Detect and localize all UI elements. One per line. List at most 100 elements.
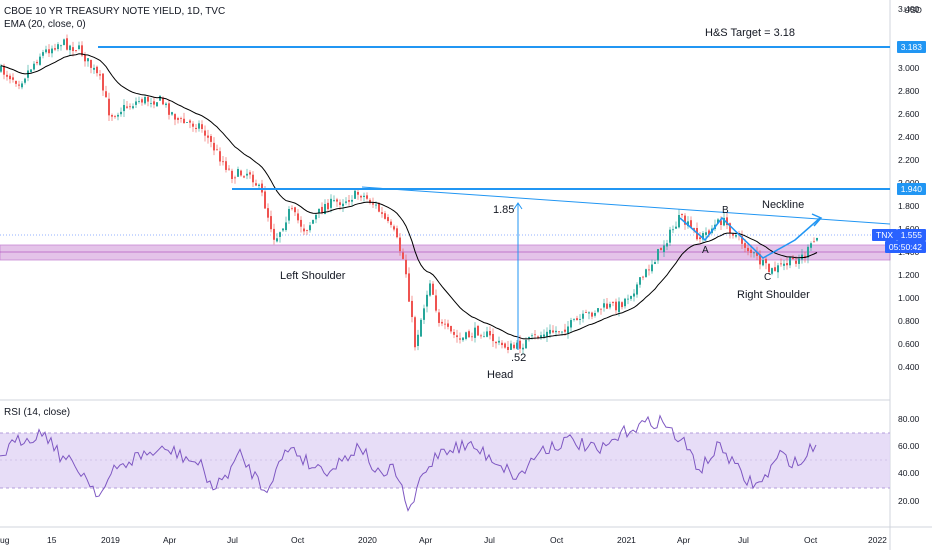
candle-body [513,344,515,349]
candle-body [699,237,701,240]
candle-body [282,228,284,231]
candle-body [312,219,314,224]
time-tick-label: 2021 [617,535,636,545]
candle-body [201,124,203,130]
candle-body [417,334,419,346]
candle-body [528,336,530,339]
candle-body [684,215,686,225]
candle-body [585,312,587,313]
candle-body [21,83,23,88]
candle-body [294,207,296,213]
candle-body [495,341,497,344]
candle-body [552,330,554,333]
price-tick-label: 3.000 [898,63,920,73]
point-c-label[interactable]: C [764,272,772,283]
candle-body [705,232,707,235]
candle-body [384,213,386,219]
price-tick-label: 2.600 [898,109,920,119]
candle-body [558,331,560,333]
candle-body [126,106,128,108]
candle-body [465,332,467,339]
candle-body [690,220,692,228]
candle-body [510,343,512,350]
candle-body [444,323,446,325]
candle-body [264,191,266,209]
abc-pattern-line[interactable] [679,216,821,259]
candle-body [666,243,668,247]
rsi-legend[interactable]: RSI (14, close) [4,407,71,418]
candle-body [366,195,368,199]
head-annotation[interactable]: Head [487,369,514,381]
candle-body [615,301,617,311]
candle-body [813,241,815,243]
candle-body [165,103,167,106]
candle-body [582,313,584,319]
candle-body [426,294,428,307]
candle-body [501,342,503,346]
candle-body [441,321,443,324]
candle-body [447,323,449,327]
candle-body [807,246,809,258]
price-tick-label: 1.800 [898,201,920,211]
candle-body [273,228,275,240]
right-shoulder-annotation[interactable]: Right Shoulder [737,289,810,301]
candle-body [357,192,359,195]
candle-body [483,336,485,338]
candle-body [732,233,734,236]
candle-body [234,177,236,179]
candle-body [255,183,257,186]
candle-body [258,184,260,186]
point-a-label[interactable]: A [702,245,709,256]
candle-body [471,336,473,338]
time-tick-label: 2020 [358,535,377,545]
price-tick-label: 0.800 [898,316,920,326]
candle-body [660,247,662,251]
candle-body [651,264,653,272]
head-value-annotation[interactable]: .52 [511,352,527,364]
neckline[interactable] [361,186,891,225]
candle-body [474,327,476,338]
candle-body [267,208,269,218]
candle-body [768,263,770,272]
candle-body [141,99,143,103]
target-price-badge: 3.183 [896,41,926,53]
candle-body [33,63,35,70]
target-annotation[interactable]: H&S Target = 3.18 [705,27,795,39]
candle-body [303,228,305,232]
candle-body [420,319,422,337]
candle-body [729,223,731,234]
rsi-tick-label: 20.00 [898,496,920,506]
candle-body [132,106,134,109]
candle-body [744,243,746,248]
candle-body [51,48,53,54]
ema-legend[interactable]: EMA (20, close, 0) [4,19,86,30]
candle-body [762,260,764,266]
ema-line [0,53,818,340]
candle-body [519,340,521,349]
candle-body [195,127,197,130]
candle-body [18,84,20,86]
candle-body [390,221,392,225]
candle-body [279,232,281,237]
candle-body [99,74,101,76]
candle-body [63,39,65,45]
candle-body [153,101,155,105]
candle-body [462,337,464,341]
left-shoulder-annotation[interactable]: Left Shoulder [280,270,346,282]
candle-body [117,114,119,117]
candle-body [78,45,80,50]
candle-body [306,230,308,231]
candle-body [39,56,41,65]
candle-body [432,283,434,295]
candle-body [222,161,224,163]
neckline-annotation[interactable]: Neckline [762,199,805,211]
last-price-badge: 1.555 [896,229,926,241]
candle-body [378,203,380,212]
candle-body [687,221,689,227]
candle-body [633,293,635,297]
candle-body [636,284,638,295]
point-b-label[interactable]: B [722,205,729,216]
measure-annotation[interactable]: 1.85 [493,204,515,216]
